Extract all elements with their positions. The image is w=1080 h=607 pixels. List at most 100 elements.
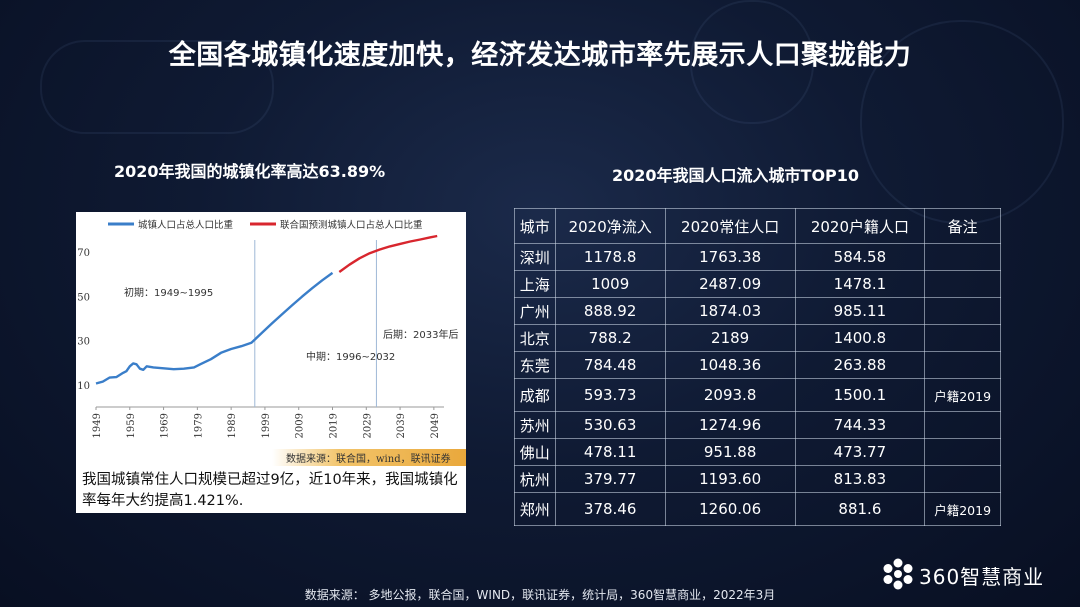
table-row: 上海 1009 2487.09 1478.1 [514, 270, 1001, 298]
chart-subtitle: 2020年我国的城镇化率高达63.89% [114, 162, 386, 181]
page-title: 全国各城镇化速度加快，经济发达城市率先展示人口聚拢能力 [168, 40, 912, 71]
table-row: 苏州 530.63 1274.96 744.33 [514, 411, 1001, 439]
chart-note: 我国城镇常住人口规模已超过9亿，近10年来，我国城镇化率每年大约提高1.421%… [82, 472, 458, 509]
x-tick-label: 1949 [92, 413, 103, 438]
brand-logo-text: 360智慧商业 [919, 565, 1045, 589]
table-note-cell [924, 270, 1001, 298]
brand-logo-icon [883, 558, 913, 590]
series-line-forecast [338, 234, 438, 273]
table-value-cell: 1500.1 [794, 378, 926, 412]
x-tick-label: 1979 [193, 413, 204, 438]
y-tick-label: 10 [77, 381, 90, 392]
table-value-cell: 1009 [554, 270, 666, 298]
annotation-early-period: 初期：1949~1995 [124, 286, 213, 299]
table-note-cell [924, 351, 1001, 379]
table-value-cell: 951.88 [664, 438, 796, 466]
x-tick-label: 1999 [261, 413, 272, 438]
table-value-cell: 881.6 [794, 492, 926, 526]
table-note-cell [924, 297, 1001, 325]
table-value-cell: 379.77 [554, 465, 666, 493]
urbanization-line-chart: 10 30 50 70 1949 1959 1969 1979 1989 1999 2009 2019… [77, 219, 458, 438]
y-tick-label: 50 [77, 292, 90, 303]
annotation-mid-period: 中期：1996~2032 [306, 350, 395, 363]
table-city-cell: 成都 [514, 378, 556, 412]
table-row: 东莞 784.48 1048.36 263.88 [514, 351, 1001, 379]
table-header-cell: 2020户籍人口 [794, 208, 926, 244]
table-value-cell: 1274.96 [664, 411, 796, 439]
table-value-cell: 784.48 [554, 351, 666, 379]
table-value-cell: 263.88 [794, 351, 926, 379]
table-row: 广州 888.92 1874.03 985.11 [514, 297, 1001, 325]
table-note-cell: 户籍2019 [924, 492, 1001, 526]
table-note-cell [924, 438, 1001, 466]
footer-source: 数据来源： 多地公报，联合国，WIND，联讯证券，统计局，360智慧商业，202… [304, 588, 776, 602]
table-value-cell: 1193.60 [664, 465, 796, 493]
x-tick-label: 1989 [227, 413, 238, 438]
table-value-cell: 1178.8 [554, 243, 666, 271]
table-value-cell: 478.11 [554, 438, 666, 466]
x-tick-label: 1969 [160, 413, 171, 438]
table-header-cell: 2020常住人口 [664, 208, 796, 244]
table-value-cell: 530.63 [554, 411, 666, 439]
table-value-cell: 985.11 [794, 297, 926, 325]
table-note-cell [924, 243, 1001, 271]
table-subtitle: 2020年我国人口流入城市TOP10 [612, 166, 860, 185]
table-value-cell: 1763.38 [664, 243, 796, 271]
population-inflow-table: 城市 2020净流入 2020常住人口 2020户籍人口 备注 深圳 1178.8 1763… [514, 208, 1001, 526]
urbanization-chart-card: 10 30 50 70 1949 1959 1969 1979 1989 1999 2009 2019… [76, 212, 466, 513]
table-value-cell: 1048.36 [664, 351, 796, 379]
x-tick-label: 2039 [396, 413, 407, 438]
table-header-cell: 2020净流入 [554, 208, 666, 244]
table-value-cell: 744.33 [794, 411, 926, 439]
y-tick-label: 30 [77, 337, 90, 348]
table-city-cell: 广州 [514, 297, 556, 325]
annotation-late-period: 后期：2033年后 [383, 328, 458, 341]
table-note-cell [924, 411, 1001, 439]
table-header-row: 城市 2020净流入 2020常住人口 2020户籍人口 备注 [514, 208, 1001, 244]
background-decoration [40, 40, 274, 134]
table-city-cell: 北京 [514, 324, 556, 352]
table-value-cell: 1478.1 [794, 270, 926, 298]
legend-label-forecast: 联合国预测城镇人口占总人口比重 [280, 219, 423, 231]
table-city-cell: 深圳 [514, 243, 556, 271]
chart-source: 数据来源：联合国，wind，联讯证券 [286, 454, 451, 465]
x-tick-label: 2049 [430, 413, 441, 438]
table-value-cell: 584.58 [794, 243, 926, 271]
x-tick-label: 1959 [126, 413, 137, 438]
background-decoration [690, 0, 814, 124]
x-tick-label: 2029 [362, 413, 373, 438]
source-strip [272, 449, 466, 466]
table-city-cell: 上海 [514, 270, 556, 298]
legend-label-urban: 城镇人口占总人口比重 [138, 219, 234, 231]
table-value-cell: 2189 [664, 324, 796, 352]
table-row: 成都 593.73 2093.8 1500.1 户籍2019 [514, 378, 1001, 412]
table-row: 杭州 379.77 1193.60 813.83 [514, 465, 1001, 493]
table-city-cell: 苏州 [514, 411, 556, 439]
table-note-cell: 户籍2019 [924, 378, 1001, 412]
x-tick-label: 2019 [329, 413, 340, 438]
table-value-cell: 378.46 [554, 492, 666, 526]
table-value-cell: 1874.03 [664, 297, 796, 325]
table-value-cell: 788.2 [554, 324, 666, 352]
table-city-cell: 东莞 [514, 351, 556, 379]
table-value-cell: 1400.8 [794, 324, 926, 352]
table-note-cell [924, 465, 1001, 493]
table-value-cell: 1260.06 [664, 492, 796, 526]
series-line-urban [95, 271, 334, 385]
x-tick-label: 2009 [295, 413, 306, 438]
table-value-cell: 813.83 [794, 465, 926, 493]
table-city-cell: 杭州 [514, 465, 556, 493]
table-note-cell [924, 324, 1001, 352]
table-city-cell: 佛山 [514, 438, 556, 466]
table-value-cell: 2093.8 [664, 378, 796, 412]
table-header-cell: 备注 [924, 208, 1001, 244]
table-value-cell: 2487.09 [664, 270, 796, 298]
table-row: 北京 788.2 2189 1400.8 [514, 324, 1001, 352]
table-value-cell: 473.77 [794, 438, 926, 466]
table-header-cell: 城市 [514, 208, 556, 244]
table-row: 佛山 478.11 951.88 473.77 [514, 438, 1001, 466]
table-row: 深圳 1178.8 1763.38 584.58 [514, 243, 1001, 271]
table-value-cell: 888.92 [554, 297, 666, 325]
table-row: 郑州 378.46 1260.06 881.6 户籍2019 [514, 492, 1001, 526]
table-city-cell: 郑州 [514, 492, 556, 526]
